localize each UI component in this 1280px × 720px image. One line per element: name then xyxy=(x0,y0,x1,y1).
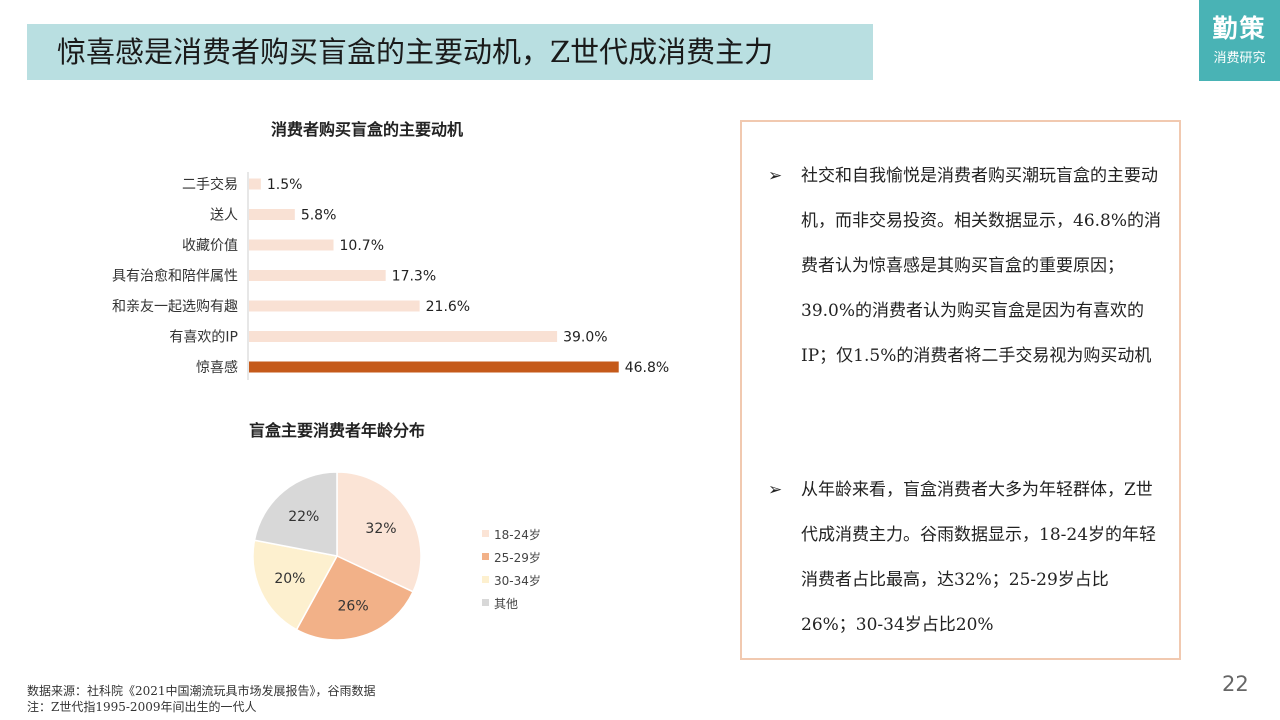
pie-chart: 32% 26% 20% 22% xyxy=(252,471,422,641)
pie-value-label: 32% xyxy=(365,521,396,537)
bullet-text: 社交和自我愉悦是消费者购买潮玩盲盒的主要动机，而非交易投资。相关数据显示，46.… xyxy=(801,166,1162,366)
pie-slice xyxy=(336,471,422,593)
page-number: 22 xyxy=(1222,672,1249,696)
bullet-text: 从年龄来看，盲盒消费者大多为年轻群体，Z世代成消费主力。谷雨数据显示，18-24… xyxy=(801,480,1157,635)
value-label: 21.6% xyxy=(426,299,470,315)
category-label: 惊喜感 xyxy=(196,359,238,376)
pie-slice xyxy=(252,539,339,631)
value-label: 17.3% xyxy=(392,269,436,285)
category-label: 送人 xyxy=(210,208,238,224)
bar xyxy=(249,270,386,281)
source-note: 数据来源：社科院《2021中国潮流玩具市场发展报告》，谷雨数据 xyxy=(27,684,376,698)
legend-label: 18-24岁 xyxy=(494,528,541,542)
legend-label: 其他 xyxy=(494,597,519,611)
bullet-arrow-icon: ➢ xyxy=(768,166,783,186)
page-title: 惊喜感是消费者购买盲盒的主要动机，Z世代成消费主力 xyxy=(57,35,774,69)
legend-swatch xyxy=(482,599,489,606)
legend-label: 30-34岁 xyxy=(494,574,541,588)
legend-swatch xyxy=(482,553,489,560)
legend-label: 25-29岁 xyxy=(494,551,541,565)
pie-value-label: 20% xyxy=(274,571,305,587)
value-label: 5.8% xyxy=(301,208,337,224)
bar xyxy=(249,361,619,373)
definition-note: 注：Z世代指1995-2009年间出生的一代人 xyxy=(27,700,257,714)
pie-chart-title: 盲盒主要消费者年龄分布 xyxy=(249,421,426,440)
bar-chart-title: 消费者购买盲盒的主要动机 xyxy=(271,120,464,139)
pie-slice xyxy=(253,471,338,557)
title-bar: 惊喜感是消费者购买盲盒的主要动机，Z世代成消费主力 xyxy=(27,24,873,80)
brand-name: 勤策 xyxy=(1212,14,1267,43)
value-label: 10.7% xyxy=(340,238,384,254)
category-label: 有喜欢的IP xyxy=(169,330,238,346)
bar xyxy=(249,300,420,312)
legend-swatch xyxy=(482,576,489,583)
category-label: 和亲友一起选购有趣 xyxy=(112,299,238,315)
bar-chart: 二手交易 1.5% 送人 5.8% 收藏价值 10.7% 具有治愈和陪伴属性 17.3% 和亲友… xyxy=(112,172,669,380)
category-label: 二手交易 xyxy=(182,176,238,193)
bar xyxy=(249,239,334,251)
bar xyxy=(249,331,558,342)
category-label: 收藏价值 xyxy=(182,238,238,254)
brand-subtitle: 消费研究 xyxy=(1213,51,1266,66)
value-label: 39.0% xyxy=(563,330,607,346)
summary-textbox: ➢ 社交和自我愉悦是消费者购买潮玩盲盒的主要动机，而非交易投资。相关数据显示，4… xyxy=(740,120,1181,660)
value-label: 46.8% xyxy=(625,360,669,376)
category-label: 具有治愈和陪伴属性 xyxy=(112,269,238,285)
legend-swatch xyxy=(482,530,489,537)
value-label: 1.5% xyxy=(267,177,303,193)
bullet-arrow-icon: ➢ xyxy=(768,480,783,500)
pie-value-label: 26% xyxy=(338,599,369,615)
brand-logo: 勤策 消费研究 xyxy=(1199,0,1280,81)
bar xyxy=(249,209,295,220)
pie-value-label: 22% xyxy=(288,509,319,525)
bar xyxy=(249,178,261,190)
bullet-motivation: ➢ 社交和自我愉悦是消费者购买潮玩盲盒的主要动机，而非交易投资。相关数据显示，4… xyxy=(768,154,1168,414)
bullet-age: ➢ 从年龄来看，盲盒消费者大多为年轻群体，Z世代成消费主力。谷雨数据显示，18-… xyxy=(768,468,1168,648)
